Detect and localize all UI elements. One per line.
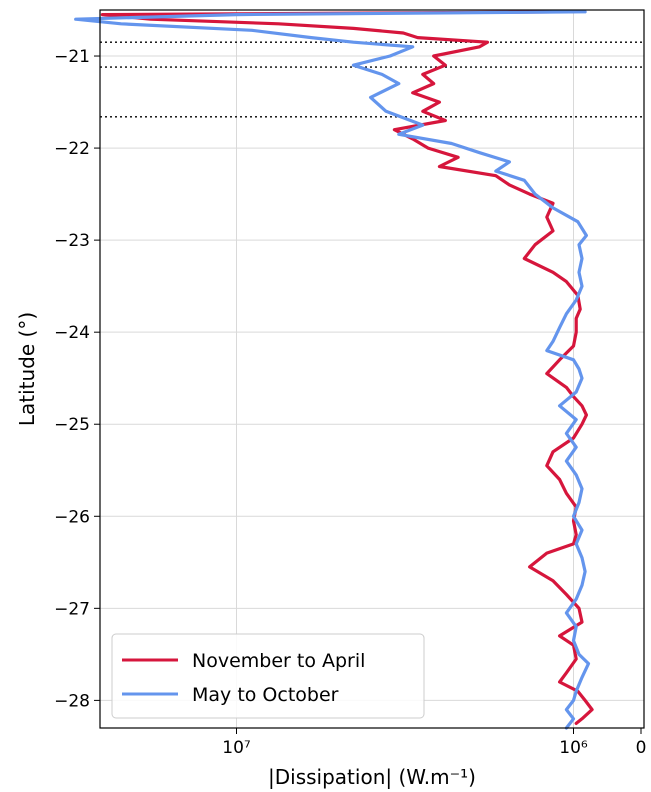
y-tick-label: −26 — [54, 507, 90, 527]
grid-layer — [100, 10, 644, 728]
y-tick-label: −23 — [54, 231, 90, 251]
series-line-may-oct — [74, 10, 591, 730]
y-tick-label: −24 — [54, 323, 90, 343]
legend: November to April May to October — [111, 633, 425, 719]
x-tick-label: 0 — [636, 738, 647, 758]
y-axis-label: Latitude (°) — [15, 312, 39, 426]
y-axis-ticks: −21 −22 −23 −24 −25 −26 −27 −28 — [54, 47, 100, 711]
legend-label-may-oct: May to October — [192, 684, 339, 706]
y-tick-label: −27 — [54, 599, 90, 619]
legend-label-nov-apr: November to April — [192, 650, 365, 672]
x-axis-ticks: 10⁷ 10⁶ 0 — [222, 728, 646, 758]
reference-lines — [100, 41, 644, 118]
x-axis-label: |Dissipation| (W.m⁻¹) — [268, 765, 476, 789]
legend-box — [111, 633, 425, 719]
x-tick-label: 10⁶ — [559, 738, 588, 758]
series-line-nov-apr — [100, 10, 594, 726]
y-tick-label: −28 — [54, 691, 90, 711]
y-tick-label: −25 — [54, 415, 90, 435]
series-layer — [74, 10, 594, 730]
y-tick-label: −22 — [54, 139, 90, 159]
y-tick-label: −21 — [54, 47, 90, 67]
x-tick-label: 10⁷ — [222, 738, 251, 758]
plot-frame — [99, 9, 645, 729]
